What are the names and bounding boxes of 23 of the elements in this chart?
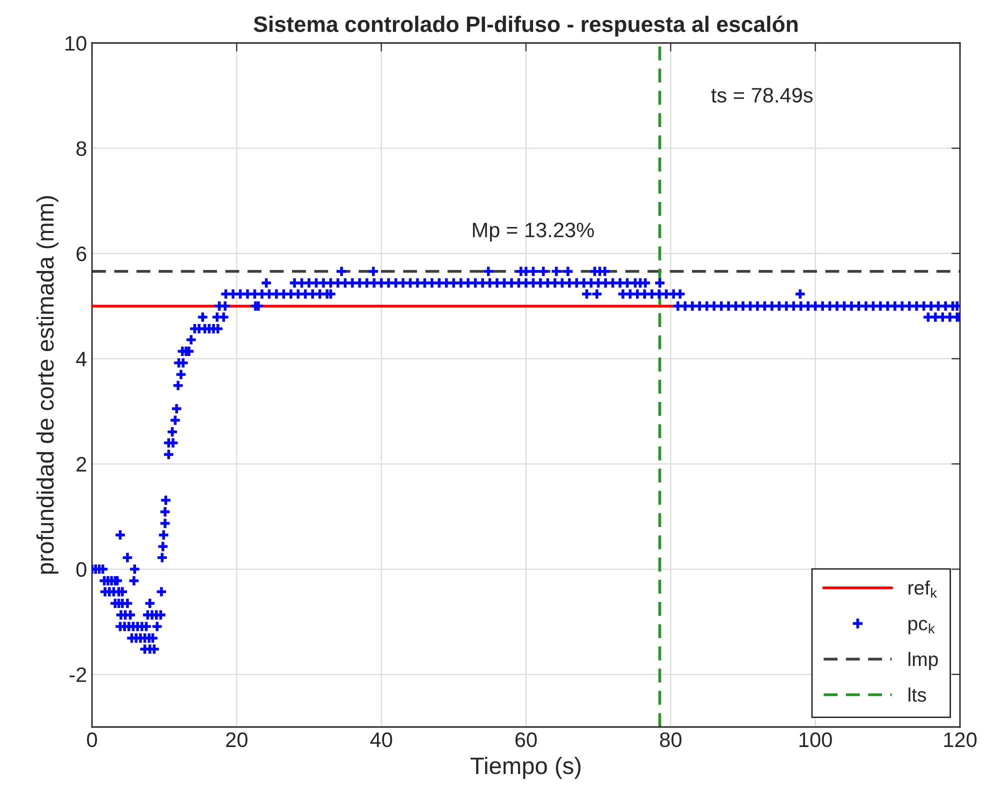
x-tick-label: 120 (944, 732, 977, 748)
x-tick-label: 20 (226, 732, 248, 748)
y-tick-label: 2 (76, 456, 86, 472)
legend-label: pc$_{k}$ (908, 620, 935, 634)
x-tick-label: 40 (370, 732, 392, 748)
x-tick-label: 100 (800, 732, 832, 748)
y-tick-label: 6 (76, 246, 86, 262)
y-tick-label: -2 (70, 667, 86, 682)
y-tick-label: 4 (76, 352, 87, 366)
y-tick-label: 0 (76, 562, 86, 577)
y-tick-label: 10 (66, 36, 86, 51)
x-axis-title: Tiempo (s) (470, 756, 581, 779)
legend-label: ref$_{k}$ (908, 580, 937, 598)
legend-label: lmp (908, 652, 938, 670)
x-tick-label: 80 (660, 732, 682, 748)
x-tick-label: 60 (515, 732, 537, 748)
annotation: ts = 78.49s (711, 88, 813, 103)
x-tick-label: 0 (87, 732, 97, 748)
annotation: Mp = 13.23% (472, 222, 594, 242)
chart-title: Sistema controlado PI-difuso - respuesta al escalón (254, 16, 798, 36)
y-tick-label: 8 (76, 141, 86, 156)
y-axis-title: profundidad de corte estimada (mm) (36, 196, 58, 574)
legend-label: lts (908, 687, 926, 702)
